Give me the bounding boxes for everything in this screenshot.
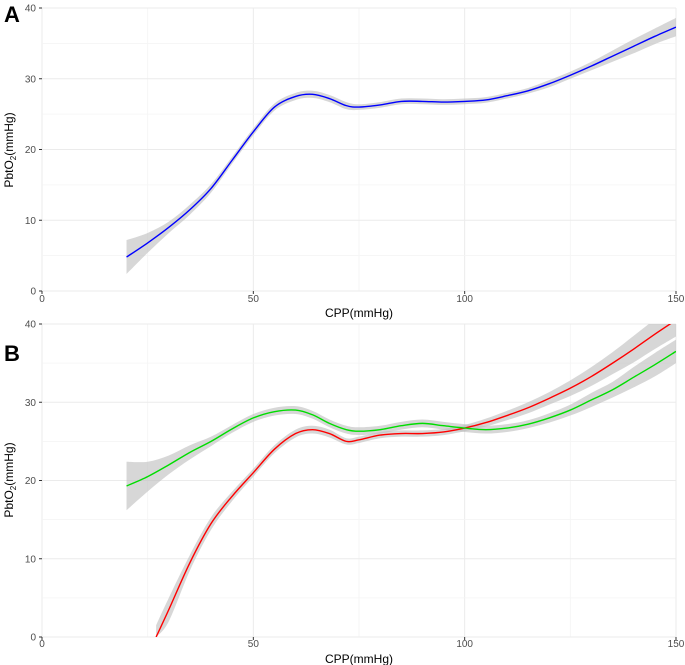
panel-b-y-tick-label: 40 — [25, 320, 37, 331]
panel-a-x-tick-label: 50 — [248, 294, 260, 305]
panel-b-y-axis-title-subscript: 2 — [9, 485, 18, 490]
panel-a-x-ticks: 0 50 100 150 — [39, 291, 685, 305]
panel-a-x-tick-label: 100 — [456, 294, 473, 305]
panel-a-y-tick-label: 30 — [25, 74, 37, 85]
panel-b-x-tick-label: 100 — [456, 639, 473, 650]
panel-a-grid — [41, 7, 677, 292]
panel-a-y-axis-title: PbtO2(mmHg) — [2, 112, 18, 187]
panel-b-letter: B — [4, 341, 20, 366]
panel-b-y-tick-label: 30 — [25, 398, 37, 409]
panel-a-y-tick-label: 40 — [25, 4, 37, 15]
panel-b-x-axis-title: CPP(mmHg) — [325, 652, 393, 665]
panel-a-letter: A — [4, 2, 20, 27]
panel-b-x-tick-label: 150 — [668, 639, 685, 650]
panel-b-y-tick-label: 10 — [25, 554, 37, 565]
panel-b-y-axis-title-main: PbtO — [2, 490, 16, 517]
panel-b-y-ticks: 0 10 20 30 40 — [25, 320, 42, 644]
panel-a-y-ticks: 0 10 20 30 40 — [25, 4, 42, 298]
panel-a-x-tick-label: 0 — [39, 294, 45, 305]
panel-b-line-green — [126, 350, 676, 487]
panel-b-y-axis-title: PbtO2(mmHg) — [2, 442, 18, 517]
panel-a-line-all — [126, 26, 676, 258]
panel-a-x-axis-title: CPP(mmHg) — [325, 306, 393, 320]
panel-a-y-tick-label: 20 — [25, 145, 37, 156]
panel-b-y-tick-label: 20 — [25, 476, 37, 487]
panel-b-y-tick-label: 0 — [30, 633, 36, 644]
panel-b-x-tick-label: 0 — [39, 639, 45, 650]
panel-b-x-ticks: 0 50 100 150 — [39, 637, 685, 650]
panel-a-y-axis-title-units: (mmHg) — [2, 112, 16, 155]
panel-b: B 0 10 20 30 40 0 50 100 150 CPP(mmHg) PbtO2(mm… — [2, 320, 685, 665]
panel-a: A 0 10 20 30 40 0 50 100 150 CPP(mmHg) PbtO2(mm… — [2, 2, 685, 320]
panel-b-line-red — [155, 324, 672, 637]
panel-b-confidence-bands — [126, 324, 676, 637]
panel-a-y-tick-label: 0 — [30, 287, 36, 298]
panel-a-y-tick-label: 10 — [25, 216, 37, 227]
panel-a-lines — [126, 26, 676, 258]
panel-b-band-green — [126, 339, 676, 511]
panel-a-y-axis-title-subscript: 2 — [9, 155, 18, 160]
panel-b-band-red — [156, 324, 676, 637]
panel-a-y-axis-title-main: PbtO — [2, 160, 16, 187]
panel-a-x-tick-label: 150 — [668, 294, 685, 305]
panel-b-y-axis-title-units: (mmHg) — [2, 442, 16, 485]
panel-b-x-tick-label: 50 — [248, 639, 260, 650]
panel-b-lines — [126, 324, 676, 637]
